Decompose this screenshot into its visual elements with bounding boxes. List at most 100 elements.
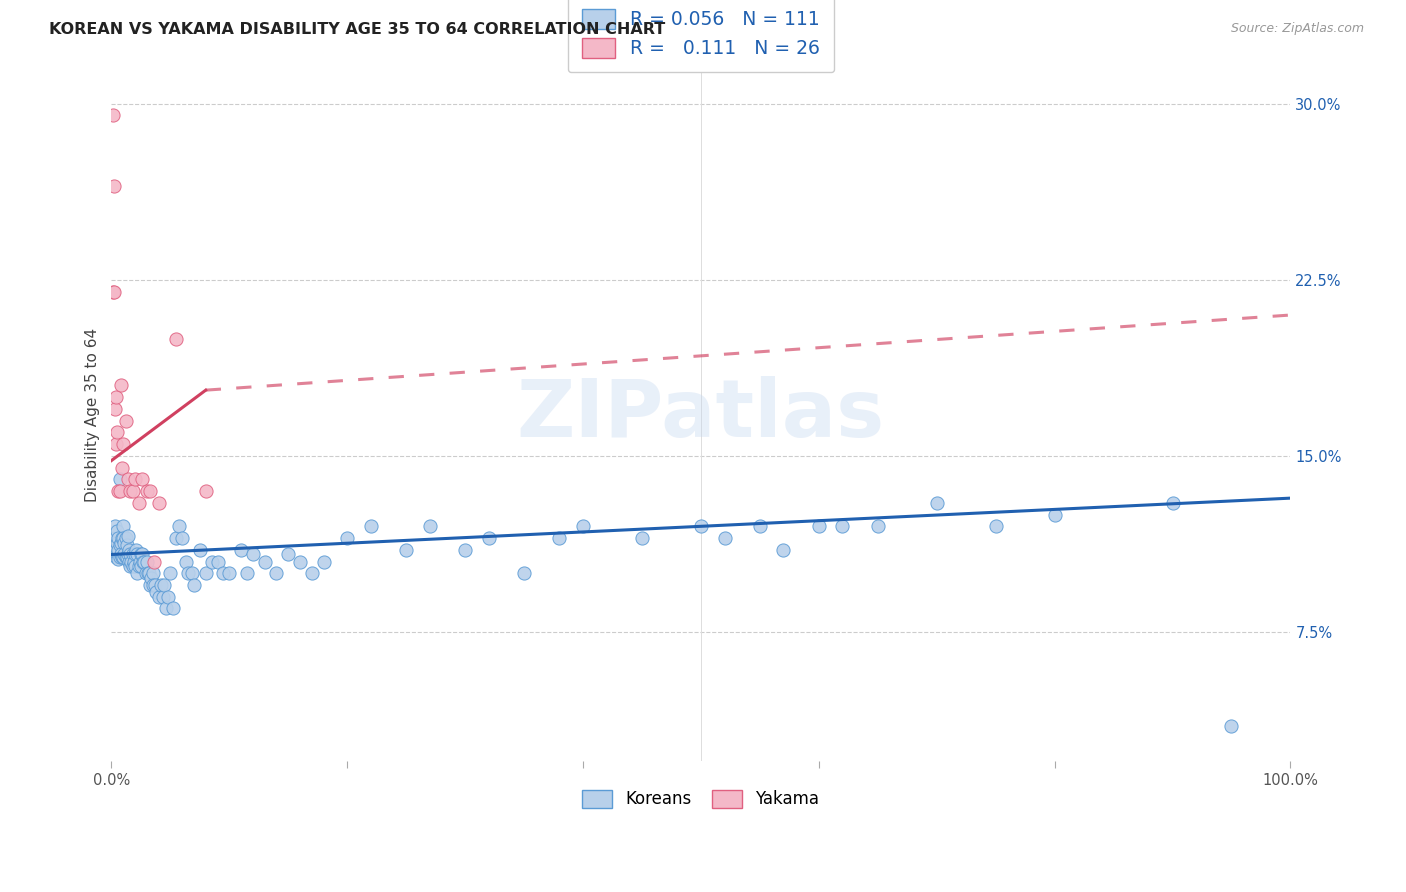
Point bbox=[105, 390, 128, 404]
Point bbox=[112, 519, 135, 533]
Point bbox=[1220, 719, 1243, 733]
Point bbox=[136, 566, 159, 581]
Point bbox=[277, 548, 299, 562]
Point bbox=[103, 178, 125, 193]
Point bbox=[395, 542, 418, 557]
Point bbox=[108, 472, 131, 486]
Point bbox=[125, 542, 148, 557]
Point bbox=[117, 548, 139, 562]
Point bbox=[121, 548, 143, 562]
Point bbox=[135, 566, 157, 581]
Point bbox=[120, 484, 142, 499]
Point bbox=[107, 484, 129, 499]
Point bbox=[141, 571, 163, 585]
Point bbox=[148, 496, 170, 510]
Text: Source: ZipAtlas.com: Source: ZipAtlas.com bbox=[1230, 22, 1364, 36]
Point bbox=[183, 578, 205, 592]
Point bbox=[149, 578, 172, 592]
Point bbox=[831, 519, 853, 533]
Point bbox=[135, 484, 157, 499]
Text: ZIPatlas: ZIPatlas bbox=[517, 376, 884, 454]
Point bbox=[104, 401, 127, 416]
Point bbox=[105, 437, 128, 451]
Point bbox=[112, 549, 135, 564]
Point bbox=[105, 425, 128, 440]
Point bbox=[101, 285, 124, 299]
Point bbox=[194, 484, 217, 499]
Point bbox=[135, 555, 157, 569]
Point bbox=[108, 549, 131, 564]
Point bbox=[128, 496, 150, 510]
Point bbox=[301, 566, 323, 581]
Point bbox=[104, 519, 127, 533]
Point bbox=[120, 548, 142, 562]
Point bbox=[165, 531, 187, 545]
Point bbox=[188, 542, 211, 557]
Point bbox=[131, 548, 153, 562]
Point bbox=[148, 590, 170, 604]
Point bbox=[336, 531, 359, 545]
Point bbox=[127, 566, 149, 581]
Point bbox=[156, 590, 179, 604]
Point bbox=[572, 519, 595, 533]
Point bbox=[128, 555, 150, 569]
Point bbox=[984, 519, 1007, 533]
Point bbox=[105, 549, 128, 564]
Point bbox=[748, 519, 770, 533]
Point bbox=[128, 559, 150, 574]
Point bbox=[129, 548, 152, 562]
Point bbox=[131, 472, 153, 486]
Point bbox=[145, 585, 167, 599]
Point bbox=[112, 437, 135, 451]
Point bbox=[110, 548, 132, 562]
Point bbox=[138, 566, 160, 581]
Point bbox=[124, 548, 146, 562]
Point bbox=[112, 548, 135, 562]
Point bbox=[118, 542, 141, 557]
Point bbox=[105, 548, 128, 562]
Point bbox=[212, 566, 235, 581]
Point bbox=[107, 531, 129, 545]
Point bbox=[143, 578, 166, 592]
Point bbox=[419, 519, 441, 533]
Point bbox=[134, 555, 156, 569]
Point bbox=[110, 535, 132, 549]
Point bbox=[124, 472, 146, 486]
Point bbox=[866, 519, 889, 533]
Point bbox=[121, 559, 143, 574]
Point bbox=[120, 555, 142, 569]
Point bbox=[105, 542, 128, 557]
Point bbox=[111, 460, 134, 475]
Point bbox=[104, 548, 127, 562]
Point bbox=[153, 578, 176, 592]
Point bbox=[174, 555, 197, 569]
Point bbox=[132, 555, 155, 569]
Point bbox=[105, 535, 128, 549]
Point bbox=[155, 601, 177, 615]
Point bbox=[118, 555, 141, 569]
Point bbox=[1043, 508, 1066, 522]
Point bbox=[772, 542, 794, 557]
Point bbox=[167, 519, 190, 533]
Point bbox=[360, 519, 382, 533]
Point bbox=[114, 549, 136, 564]
Text: KOREAN VS YAKAMA DISABILITY AGE 35 TO 64 CORRELATION CHART: KOREAN VS YAKAMA DISABILITY AGE 35 TO 64… bbox=[49, 22, 665, 37]
Point bbox=[142, 566, 165, 581]
Point bbox=[925, 496, 948, 510]
Point bbox=[713, 531, 735, 545]
Point bbox=[165, 331, 187, 345]
Point bbox=[236, 566, 259, 581]
Point bbox=[112, 535, 135, 549]
Point bbox=[142, 578, 165, 592]
Point bbox=[159, 566, 181, 581]
Point bbox=[115, 549, 138, 564]
Point bbox=[114, 531, 136, 545]
Point bbox=[103, 531, 125, 545]
Point bbox=[108, 484, 131, 499]
Point bbox=[218, 566, 240, 581]
Point bbox=[690, 519, 713, 533]
Point bbox=[107, 542, 129, 557]
Point bbox=[110, 378, 132, 392]
Point bbox=[478, 531, 501, 545]
Point bbox=[117, 472, 139, 486]
